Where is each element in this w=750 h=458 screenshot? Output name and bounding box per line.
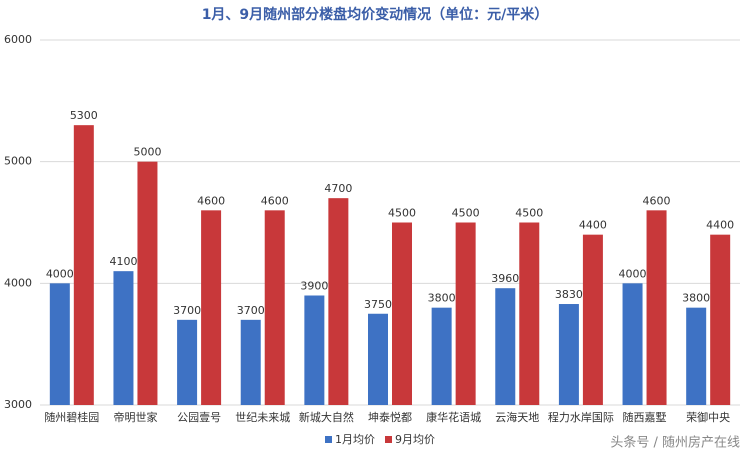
bar — [558, 304, 579, 405]
bar — [582, 234, 603, 405]
bar — [304, 295, 325, 405]
bar — [646, 210, 667, 405]
y-tick-label: 5000 — [4, 155, 32, 168]
x-tick-label: 康华花语城 — [426, 410, 481, 424]
x-tick-label: 程力水岸国际 — [548, 411, 614, 424]
x-tick-label: 荣御中央 — [686, 410, 730, 424]
legend-label: 1月均价 — [335, 433, 375, 446]
bar — [328, 198, 349, 405]
legend-swatch — [385, 436, 392, 443]
data-label: 4000 — [619, 267, 647, 280]
x-tick-label: 世纪未来城 — [235, 411, 290, 424]
data-label: 3750 — [364, 298, 392, 311]
bar — [622, 283, 643, 405]
x-tick-label: 坤泰悦都 — [368, 410, 412, 424]
legend-swatch — [325, 436, 332, 443]
bar — [240, 319, 261, 405]
bar — [686, 307, 707, 405]
bar — [710, 234, 731, 405]
data-label: 4100 — [109, 255, 137, 268]
bar — [495, 288, 516, 405]
data-label: 5300 — [70, 109, 98, 122]
bar — [519, 222, 540, 405]
data-label: 4600 — [643, 194, 671, 207]
data-label: 4400 — [579, 219, 607, 232]
data-label: 3700 — [237, 304, 265, 317]
watermark: 头条号 / 随州房产在线 — [610, 435, 740, 451]
data-label: 4500 — [515, 207, 543, 220]
bar — [49, 283, 70, 405]
data-label: 4700 — [324, 182, 352, 195]
bar — [177, 319, 198, 405]
bar — [392, 222, 412, 405]
x-tick-label: 随州碧桂园 — [44, 410, 99, 424]
bar — [137, 161, 158, 405]
data-label: 4600 — [197, 194, 225, 207]
bar — [455, 222, 476, 405]
data-label: 3700 — [173, 304, 201, 317]
x-tick-label: 公园壹号 — [177, 411, 221, 424]
data-label: 3900 — [300, 280, 328, 293]
data-label: 3800 — [682, 292, 710, 305]
bar — [201, 210, 222, 405]
y-tick-label: 4000 — [4, 276, 32, 289]
data-label: 5000 — [133, 146, 161, 159]
bar — [431, 307, 452, 405]
legend-label: 9月均价 — [395, 433, 435, 446]
bar — [264, 210, 285, 405]
x-tick-label: 随西嘉墅 — [623, 410, 667, 424]
bar — [73, 125, 94, 406]
y-tick-label: 6000 — [4, 33, 32, 46]
data-label: 4600 — [261, 194, 289, 207]
data-label: 3800 — [428, 292, 456, 305]
bar — [113, 271, 134, 405]
data-label: 4000 — [46, 267, 74, 280]
data-label: 3830 — [555, 288, 583, 301]
x-tick-label: 新城大自然 — [299, 410, 354, 424]
data-label: 3960 — [491, 272, 519, 285]
bar — [368, 313, 388, 405]
data-label: 4500 — [452, 207, 480, 220]
x-tick-label: 云海天地 — [495, 410, 539, 424]
x-tick-label: 帝明世家 — [113, 410, 157, 424]
y-tick-label: 3000 — [4, 398, 32, 411]
data-label: 4400 — [706, 219, 734, 232]
data-label: 4500 — [388, 207, 416, 220]
chart-title: 1月、9月随州部分楼盘均价变动情况（单位：元/平米） — [202, 6, 549, 23]
